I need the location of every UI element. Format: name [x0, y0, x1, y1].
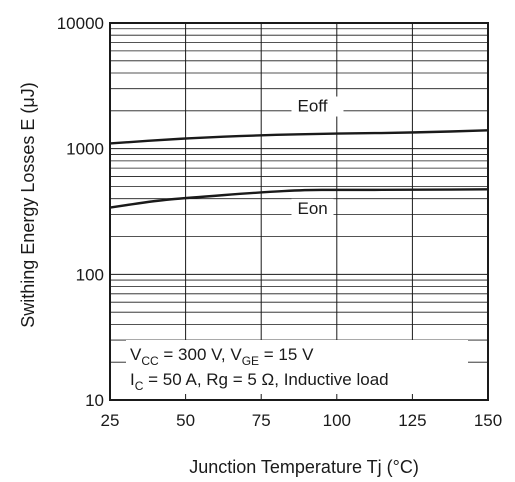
x-tick-label: 125 — [398, 411, 426, 430]
series-label-background — [291, 96, 344, 117]
y-tick-label: 10000 — [57, 14, 104, 33]
x-tick-labels: 25 50 75 100 125 150 — [101, 411, 503, 430]
series-label-eoff: Eoff — [297, 97, 327, 116]
series-label-background — [291, 198, 334, 219]
vge-value: = 15 V — [259, 345, 314, 364]
y-tick-labels: 10 100 1000 10000 — [57, 14, 104, 410]
series-labels: Eoff Eon — [291, 96, 344, 219]
x-tick-label: 50 — [176, 411, 195, 430]
ic-symbol: I — [130, 370, 135, 389]
conditions-line-2: IC = 50 A, Rg = 5 Ω, Inductive load — [130, 370, 389, 393]
conditions-line-1: VCC = 300 V, VGE = 15 V — [130, 345, 314, 368]
vcc-value: = 300 V, V — [159, 345, 243, 364]
vcc-subscript: CC — [141, 354, 159, 368]
x-tick-label: 75 — [252, 411, 271, 430]
y-tick-label: 100 — [76, 265, 104, 284]
plot-frame — [109, 22, 489, 401]
y-tick-label: 10 — [85, 391, 104, 410]
series-line-eoff — [109, 129, 489, 145]
x-tick-label: 25 — [101, 411, 120, 430]
ic-value: = 50 A, Rg = 5 Ω, Inductive load — [143, 370, 388, 389]
series-lines — [109, 129, 489, 209]
vcc-symbol: V — [130, 345, 142, 364]
conditions-background — [126, 340, 468, 394]
y-axis-title: Swithing Energy Losses E (μJ) — [18, 82, 38, 327]
x-tick-label: 100 — [323, 411, 351, 430]
ic-subscript: C — [135, 379, 144, 393]
series-line-eon — [109, 188, 489, 209]
x-tick-label: 150 — [474, 411, 502, 430]
x-axis-title: Junction Temperature Tj (°C) — [189, 457, 419, 477]
vge-subscript: GE — [242, 354, 259, 368]
test-conditions-box: VCC = 300 V, VGE = 15 V IC = 50 A, Rg = … — [126, 340, 468, 394]
series-label-eon: Eon — [297, 199, 327, 218]
y-tick-label: 1000 — [66, 140, 104, 159]
